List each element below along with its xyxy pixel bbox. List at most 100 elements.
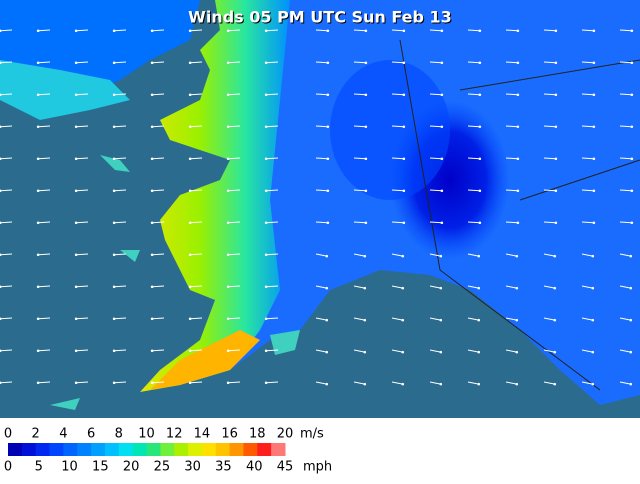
legend-swatch: [188, 443, 203, 456]
wind-arrow: [190, 29, 203, 32]
wind-arrow-head: [325, 318, 329, 322]
wind-arrow: [228, 125, 241, 128]
wind-arrow-head: [440, 189, 444, 193]
wind-arrow: [543, 285, 555, 289]
wind-arrow-head: [477, 382, 481, 386]
wind-arrow: [429, 29, 442, 32]
wind-arrow-head: [150, 29, 154, 33]
wind-arrow-head: [74, 285, 78, 289]
wind-arrow: [228, 157, 241, 160]
wind-arrow-head: [477, 350, 481, 354]
wind-arrow-head: [554, 61, 558, 65]
wind-arrow-head: [364, 125, 368, 129]
wind-arrow: [467, 317, 479, 321]
wind-arrow: [581, 317, 593, 321]
wind-arrow: [581, 253, 593, 257]
wind-arrow-head: [264, 253, 268, 257]
wind-arrow-head: [629, 254, 633, 258]
wind-arrow: [266, 221, 279, 224]
wind-arrow: [391, 253, 403, 257]
wind-arrow: [76, 93, 89, 96]
wind-arrow: [391, 189, 404, 192]
wind-arrow: [505, 349, 517, 353]
wind-arrow-head: [188, 125, 192, 129]
wind-arrow: [505, 29, 518, 32]
wind-arrow-head: [401, 350, 405, 354]
wind-arrow: [266, 317, 279, 320]
wind-arrow-head: [325, 350, 329, 354]
wind-arrow: [543, 253, 555, 257]
wind-arrow: [353, 61, 366, 64]
mph-label: 15: [92, 460, 109, 475]
wind-arrow-head: [553, 254, 557, 258]
wind-arrow: [152, 317, 165, 320]
wind-arrow: [190, 349, 203, 352]
wind-arrow-head: [516, 29, 520, 33]
wind-arrow: [76, 349, 89, 352]
wind-arrow-head: [326, 29, 330, 33]
wind-arrow-head: [264, 93, 268, 97]
wind-arrow: [429, 157, 442, 160]
wind-arrow-head: [74, 125, 78, 129]
wind-arrow-head: [36, 349, 40, 353]
wind-arrow-head: [112, 189, 116, 193]
wind-arrow: [581, 29, 594, 32]
wind-arrow: [353, 285, 365, 289]
wind-arrow: [38, 349, 51, 352]
wind-arrow-head: [440, 157, 444, 161]
wind-arrow-head: [188, 157, 192, 161]
wind-arrow-head: [264, 61, 268, 65]
wind-arrow-head: [516, 157, 520, 161]
wind-arrow-head: [36, 93, 40, 97]
wind-arrow: [228, 381, 241, 384]
wind-arrow-head: [112, 125, 116, 129]
legend-swatch: [174, 443, 189, 456]
wind-arrow: [619, 93, 632, 96]
wind-arrow: [0, 157, 13, 160]
wind-arrow: [38, 93, 51, 96]
wind-arrow: [429, 61, 442, 64]
wind-arrow-head: [112, 29, 116, 33]
wind-arrow: [38, 189, 51, 192]
wind-arrow: [543, 317, 555, 321]
wind-arrow-head: [74, 349, 78, 353]
wind-arrow: [467, 157, 480, 160]
wind-arrow: [76, 125, 89, 128]
wind-arrow: [0, 189, 13, 192]
wind-arrow-head: [188, 29, 192, 33]
wind-arrow: [76, 221, 89, 224]
wind-arrow: [315, 381, 327, 385]
wind-arrow: [505, 221, 518, 224]
wind-arrow: [315, 29, 328, 32]
wind-arrow: [38, 125, 51, 128]
wind-arrow-head: [630, 189, 634, 193]
wind-arrow-head: [326, 93, 330, 97]
legend-swatch: [201, 443, 217, 456]
wind-arrow: [266, 285, 279, 288]
wind-arrow: [353, 93, 366, 96]
wind-arrow: [190, 125, 203, 128]
wind-arrow: [228, 29, 241, 32]
ms-label: 18: [249, 427, 266, 442]
wind-arrow: [353, 253, 365, 257]
wind-arrow-head: [226, 349, 230, 353]
wind-arrow: [190, 253, 203, 256]
wind-arrow-head: [478, 29, 482, 33]
wind-arrow: [315, 157, 328, 160]
wind-arrow: [353, 125, 366, 128]
wind-arrow-head: [515, 286, 519, 290]
wind-arrow: [38, 317, 51, 320]
wind-arrow-head: [325, 286, 329, 290]
mph-label: 35: [215, 460, 232, 475]
wind-arrow-head: [363, 382, 367, 386]
peninsula-winds: [150, 330, 260, 390]
wind-arrow: [315, 221, 328, 224]
wind-arrow: [543, 221, 556, 224]
wind-arrow-head: [515, 318, 519, 322]
wind-arrow-head: [150, 349, 154, 353]
wind-arrow-head: [440, 61, 444, 65]
ms-label: 0: [4, 427, 12, 442]
wind-arrow: [190, 285, 203, 288]
wind-arrow: [152, 125, 165, 128]
